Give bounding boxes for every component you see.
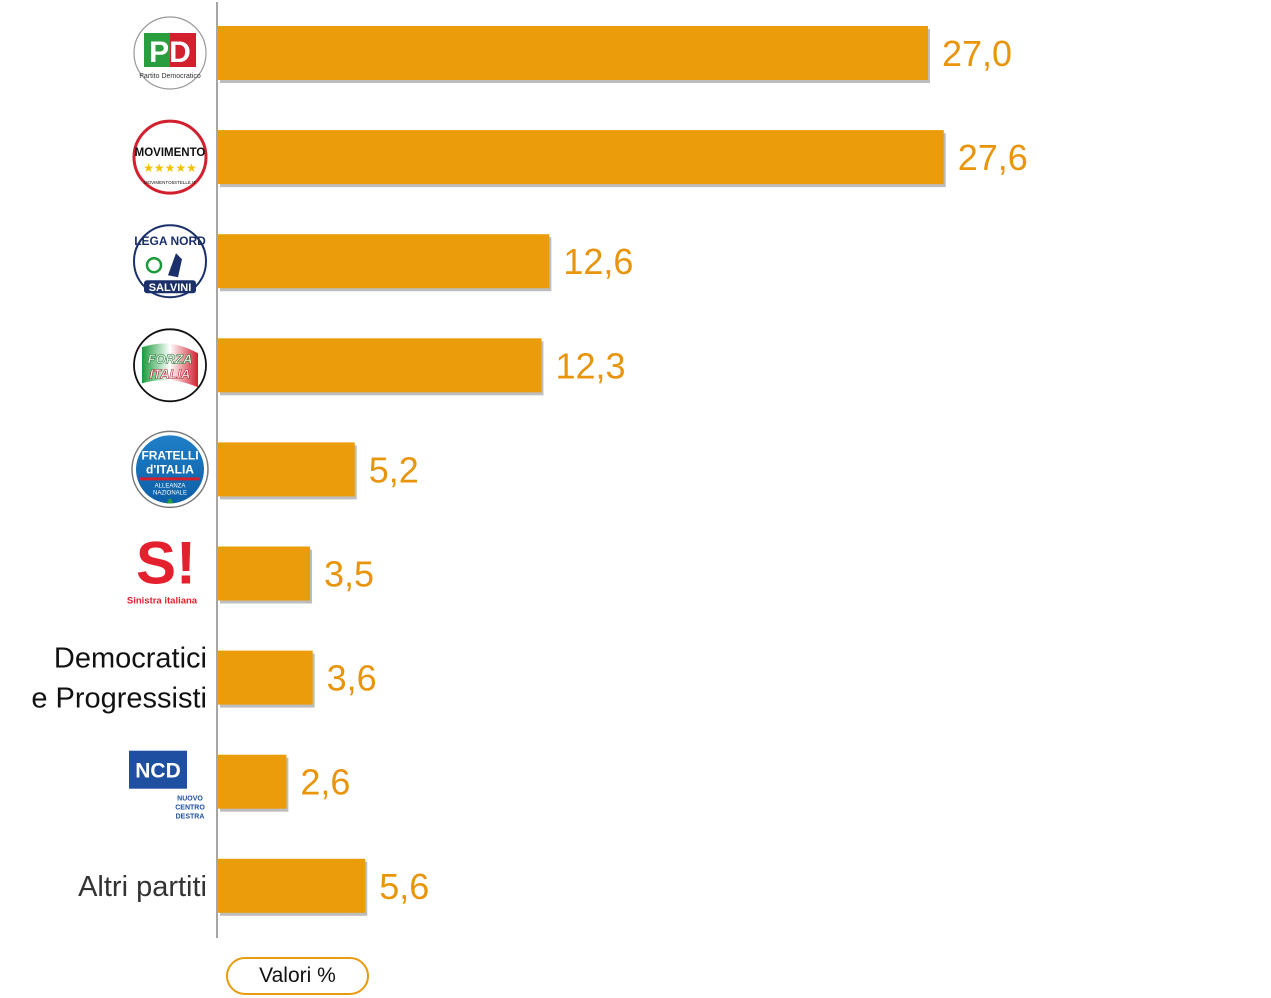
fdi-logo-tricolor-band: [140, 477, 200, 481]
lega-logo-text: LEGA NORD: [134, 234, 206, 248]
value-label-9: 5,6: [379, 866, 429, 907]
ncd-logo-block: [129, 750, 187, 789]
fdi-logo-disc: [136, 435, 204, 504]
value-label-5: 5,2: [369, 449, 419, 490]
m5s-logo-stars: ★★★★★: [143, 161, 197, 175]
value-label-6: 3,5: [324, 554, 374, 595]
bar-8: [218, 754, 287, 809]
lega-logo-banner: [144, 280, 196, 294]
bar-5: [218, 442, 355, 497]
value-label-8: 2,6: [300, 762, 350, 803]
value-labels-layer: 27,0 27,6 12,6 12,3 5,2 3,5 3,6 2,6 5,6: [300, 33, 1027, 907]
si-logo-caption: Sinistra italiana: [127, 596, 198, 607]
bars-layer: [218, 26, 946, 916]
legend-units-label: Valori %: [259, 964, 336, 987]
category-label-9-line-1: Altri partiti: [78, 871, 207, 903]
fdi-logo-line1: FRATELLI: [141, 448, 198, 462]
si-logo: S!Sinistra italiana: [127, 530, 198, 607]
fdi-logo-caption1: ALLEANZA: [155, 483, 186, 489]
pd-logo-green-block: [144, 33, 170, 67]
bar-9: [218, 858, 366, 913]
ncd-logo-letters: NCD: [135, 760, 181, 783]
bar-1: [218, 26, 928, 80]
fdi-logo-caption2: NAZIONALE: [153, 490, 187, 496]
category-label-7-line-1: Democratici: [54, 643, 207, 675]
value-label-1: 27,0: [942, 33, 1012, 74]
pd-logo-letters: PD: [149, 36, 191, 69]
ncd-logo: NCD NUOVO CENTRO DESTRA: [129, 750, 205, 821]
si-logo-mark: S!: [136, 530, 196, 597]
lega-logo-circle: [133, 224, 207, 299]
fi-logo-flag: [142, 343, 198, 388]
fi-logo-line1: FORZA: [148, 351, 193, 366]
bar-2: [218, 130, 944, 185]
fdi-logo-line2: d'ITALIA: [146, 462, 194, 476]
fi-logo-line2: ITALIA: [150, 366, 191, 381]
category-label-7-line-2: e Progressisti: [31, 683, 207, 715]
lega-logo-caption: SALVINI: [149, 282, 192, 294]
legend-units-box: Valori %: [226, 957, 369, 995]
value-label-3: 12,6: [563, 241, 633, 282]
lega-logo-warrior-icon: [168, 253, 182, 278]
value-label-7: 3,6: [327, 658, 377, 699]
bar-3: [218, 234, 550, 289]
ncd-logo-caption2: CENTRO: [175, 805, 205, 812]
value-label-4: 12,3: [555, 345, 625, 386]
m5s-logo-circle: [132, 119, 208, 195]
pd-logo-caption: Partito Democratico: [139, 73, 201, 80]
m5s-logo-text: MOVIMENTO: [135, 147, 206, 159]
bar-6: [218, 546, 311, 601]
m5s-logo-caption: MOVIMENTO5STELLE.IT: [144, 180, 196, 185]
lega-logo-sun-icon: [145, 256, 163, 274]
bar-7: [218, 650, 313, 705]
fdi-logo-flame-icon: [167, 498, 173, 504]
bar-4: [218, 338, 542, 393]
pd-logo-red-block: [170, 33, 196, 67]
m5s-logo: MOVIMENTO ★★★★★ MOVIMENTO5STELLE.IT: [132, 119, 208, 195]
value-label-2: 27,6: [958, 137, 1028, 178]
ncd-logo-caption1: NUOVO: [177, 796, 203, 803]
lega-logo: LEGA NORD SALVINI: [133, 224, 207, 299]
pd-logo: PD Partito Democratico: [133, 16, 207, 90]
ncd-logo-caption3: DESTRA: [176, 814, 205, 821]
